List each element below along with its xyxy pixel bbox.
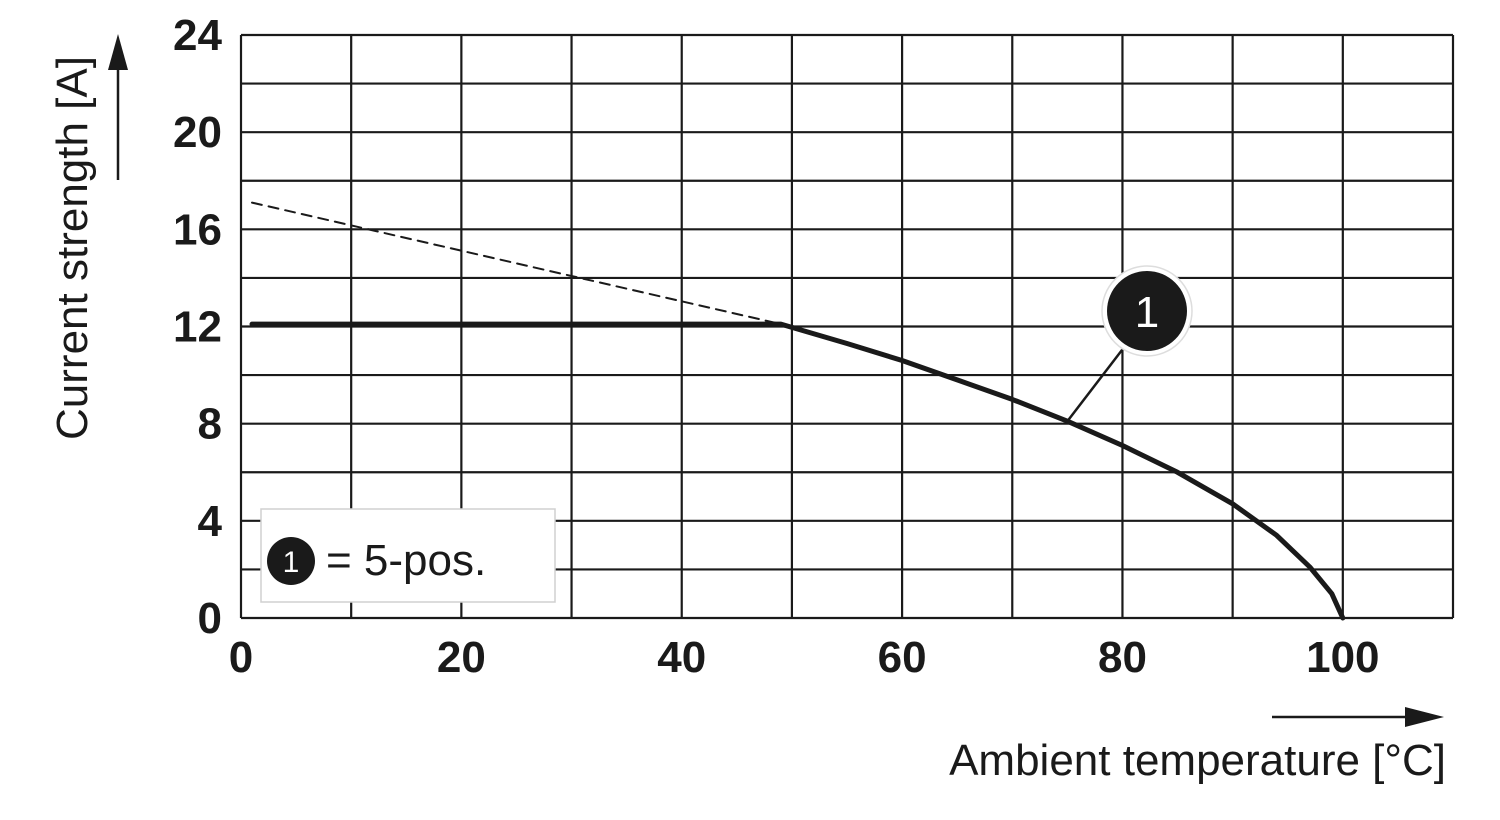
y-tick-label: 16 bbox=[173, 205, 222, 254]
x-tick-label: 40 bbox=[657, 633, 706, 682]
y-tick-labels: 0 4 8 12 16 20 24 bbox=[173, 11, 222, 643]
y-axis-title: Current strength [A] bbox=[48, 56, 97, 440]
legend-marker-label: 1 bbox=[283, 546, 300, 579]
y-tick-label: 12 bbox=[173, 303, 222, 352]
x-tick-labels: 0 20 40 60 80 100 bbox=[229, 633, 1380, 682]
series-line-solid bbox=[249, 321, 1346, 621]
annotation-leader-line bbox=[1066, 349, 1123, 422]
annotation-marker-icon bbox=[1107, 271, 1187, 351]
series-line-dashed bbox=[251, 201, 782, 326]
y-tick-label: 0 bbox=[198, 594, 222, 643]
x-tick-label: 80 bbox=[1098, 633, 1147, 682]
y-tick-label: 20 bbox=[173, 108, 222, 157]
y-tick-label: 24 bbox=[173, 11, 222, 60]
x-tick-label: 0 bbox=[229, 633, 253, 682]
x-tick-label: 100 bbox=[1306, 633, 1379, 682]
annotation-marker-label: 1 bbox=[1135, 288, 1159, 337]
x-tick-label: 60 bbox=[878, 633, 927, 682]
y-tick-label: 8 bbox=[198, 400, 222, 449]
x-tick-label: 20 bbox=[437, 633, 486, 682]
x-axis-arrow-icon bbox=[1405, 707, 1444, 727]
legend-entry-text: = 5-pos. bbox=[326, 536, 486, 585]
y-axis-arrow-icon bbox=[108, 34, 128, 70]
legend: 1 = 5-pos. bbox=[260, 508, 556, 603]
y-tick-label: 4 bbox=[198, 497, 223, 546]
series-layer bbox=[249, 201, 1346, 621]
legend-marker-icon bbox=[267, 537, 315, 585]
grid bbox=[239, 33, 1455, 620]
annotation-callout: 1 bbox=[1066, 265, 1193, 422]
x-axis-title: Ambient temperature [°C] bbox=[949, 736, 1446, 785]
